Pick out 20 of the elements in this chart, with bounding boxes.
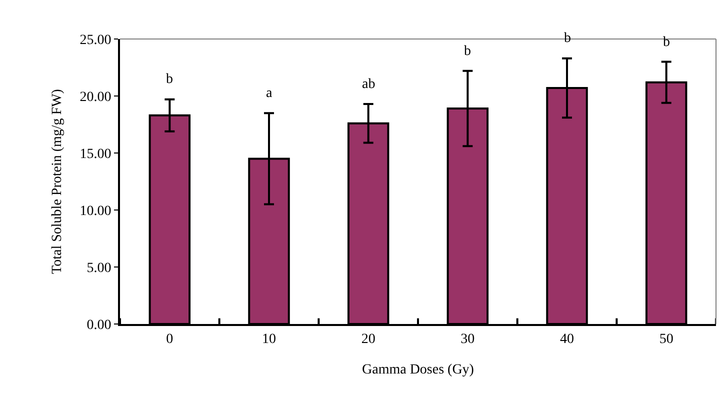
y-axis-title: Total Soluble Protein (mg/g FW): [50, 88, 65, 274]
y-tick-label: 10.00: [80, 204, 112, 219]
annotation: b: [564, 31, 571, 46]
x-tick-label: 50: [659, 332, 674, 347]
x-tick-label: 10: [262, 332, 276, 347]
annotation: b: [663, 35, 670, 50]
y-tick-label: 25.00: [80, 32, 112, 48]
y-tick-label: 20.00: [80, 90, 112, 105]
annotation: b: [464, 44, 471, 59]
annotation: ab: [362, 77, 376, 92]
x-tick-label: 30: [460, 332, 475, 347]
annotation: a: [266, 86, 273, 101]
x-tick-label: 20: [361, 332, 376, 347]
y-tick-label: 15.00: [80, 146, 112, 162]
annotation: b: [166, 72, 173, 87]
y-tick-label: 0.00: [86, 318, 112, 333]
x-axis-title: Gamma Doses (Gy): [362, 362, 474, 378]
y-tick-label: 5.00: [86, 260, 112, 276]
x-tick-label: 40: [560, 332, 574, 347]
x-tick-label: 0: [166, 332, 174, 347]
